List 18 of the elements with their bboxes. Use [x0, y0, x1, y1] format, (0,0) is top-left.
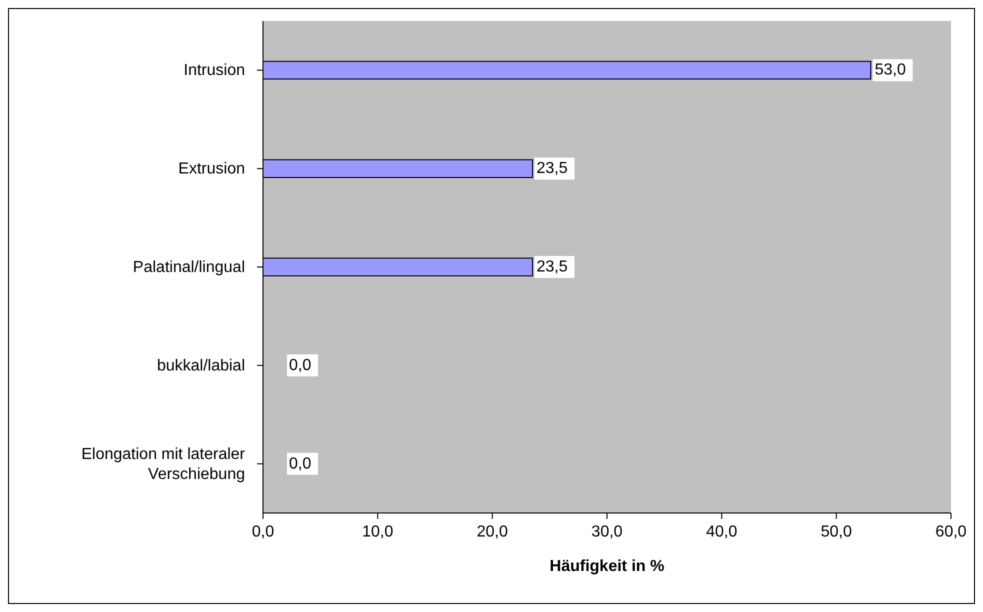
- x-tick-label: 40,0: [706, 523, 738, 540]
- data-label: 0,0: [289, 455, 312, 472]
- data-label: 53,0: [874, 62, 906, 79]
- y-tick-label: Intrusion: [184, 62, 245, 79]
- x-tick-label: 0,0: [252, 523, 274, 540]
- data-label: 23,5: [536, 160, 568, 178]
- x-tick-label: 30,0: [591, 523, 623, 540]
- data-label: 0,0: [289, 356, 312, 374]
- x-axis-title: Häufigkeit in %: [550, 558, 664, 575]
- x-tick-label: 10,0: [362, 523, 394, 540]
- y-tick-label: Extrusion: [178, 160, 245, 178]
- y-tick-label: Elongation mit lateraler Verschiebung: [81, 445, 246, 482]
- x-tick-label: 50,0: [820, 523, 852, 540]
- data-label: 23,5: [536, 258, 568, 276]
- x-tick-label: 60,0: [935, 523, 967, 540]
- x-tick-label: 20,0: [476, 523, 508, 540]
- y-tick-label: Palatinal/lingual: [132, 258, 245, 276]
- y-tick-label: bukkal/labial: [156, 356, 245, 374]
